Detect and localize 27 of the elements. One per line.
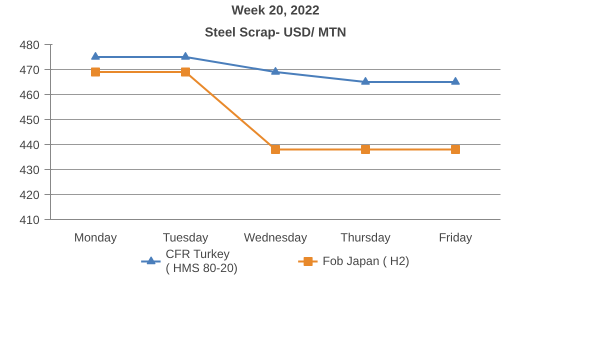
point [451,76,460,85]
y-tick-label: 470 [19,63,40,77]
point [91,68,100,76]
x-tick-label: Wednesday [244,230,308,244]
x-tick-label: Monday [74,230,117,244]
point [451,145,460,154]
x-tick-label: Friday [438,230,472,244]
chart-title: Week 20, 2022 [232,2,320,18]
point [361,76,370,85]
y-tick-label: 420 [19,188,40,202]
y-tick-label: 430 [19,163,40,177]
x-tick-label: Thursday [340,230,391,244]
point [91,52,100,60]
point [361,145,370,154]
y-tick-label: 450 [19,113,40,127]
point [271,145,280,154]
legend-label: CFR Turkey ( HMS 80-20) [166,247,238,275]
point [181,52,190,60]
point [181,68,190,76]
chart-subtitle: Steel Scrap- USD/ MTN [204,24,346,40]
y-tick-label: 440 [19,138,40,152]
x-tick-label: Tuesday [162,230,208,244]
y-tick-label: 410 [19,213,40,227]
y-tick-label: 480 [19,38,40,52]
y-tick-label: 460 [19,88,40,102]
point [271,66,280,75]
legend-label: Fob Japan ( H2) [322,254,410,268]
